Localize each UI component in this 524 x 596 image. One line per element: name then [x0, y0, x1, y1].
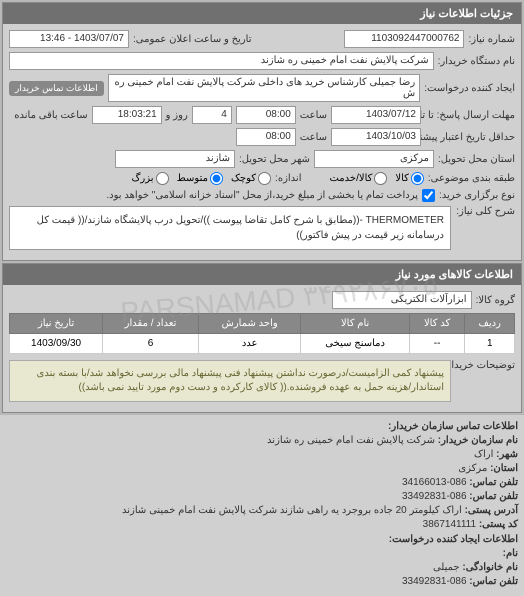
budget-radio-input-1[interactable] [411, 172, 424, 185]
offer-validity-date: 1403/10/03 [331, 128, 421, 146]
size-radio-input-3[interactable] [156, 172, 169, 185]
delivery-city-label: شهر محل تحویل: [239, 154, 310, 165]
description-label: شرح کلی نیاز: [455, 206, 515, 217]
contact-postal-label: کد پستی: [479, 519, 518, 530]
goods-group-field: ابزارآلات الکتریکی [332, 291, 472, 309]
contact-fax: 086-33492831 [402, 491, 467, 502]
table-header-row: ردیف کد کالا نام کالا واحد شمارش تعداد /… [10, 314, 515, 334]
contact-postal: 3867141111 [423, 519, 476, 530]
response-deadline-time: 08:00 [236, 106, 296, 124]
contact-province-label: استان: [490, 463, 518, 474]
buyer-org-field: شرکت پالایش نفت امام خمینی ره شازند [9, 52, 434, 70]
description-box: THERMOMETER -((مطابق با شرح کامل تقاضا پ… [9, 206, 451, 250]
contact-section2-title: اطلاعات ایجاد کننده درخواست: [6, 534, 518, 545]
size-label: اندازه: [275, 173, 301, 184]
contact-phone2: 086-33492831 [402, 576, 467, 587]
delivery-state-field: مرکزی [314, 150, 434, 168]
remaining-time: 18:03:21 [92, 106, 162, 124]
days-label: روز و [166, 110, 188, 121]
size-radio-1[interactable]: کوچک [231, 172, 271, 185]
org-name: شرکت پالایش نفت امام خمینی ره شازند [267, 435, 435, 446]
contact-section: اطلاعات تماس سازمان خریدار: نام سازمان خ… [0, 415, 524, 596]
cell-unit: عدد [198, 334, 301, 354]
request-creator-label: ایجاد کننده درخواست: [424, 83, 515, 94]
col-index: ردیف [465, 314, 515, 334]
request-number-field: 1103092447000762 [344, 30, 464, 48]
cell-name: دماسنج سیخی [301, 334, 409, 354]
contact-phone2-label: تلفن تماس: [469, 576, 518, 587]
size-radio-input-2[interactable] [210, 172, 223, 185]
payment-note-label: نوع برگزاری خرید: [439, 190, 515, 201]
budget-radio-label-2: کالا/خدمت [329, 173, 372, 184]
contact-fax-label: تلفن تماس: [469, 491, 518, 502]
note-box: پیشنهاد کمی الزامیست/درصورت نداشتن پیشنه… [9, 360, 451, 402]
contact-phone: 086-34166013 [402, 477, 467, 488]
request-number-label: شماره نیاز: [468, 34, 515, 45]
offer-validity-time: 08:00 [236, 128, 296, 146]
goods-group-label: گروه کالا: [476, 295, 515, 306]
size-radio-input-1[interactable] [258, 172, 271, 185]
contact-city-label: شهر: [496, 449, 518, 460]
cell-index: 1 [465, 334, 515, 354]
delivery-city-field: شازند [115, 150, 235, 168]
goods-panel: اطلاعات کالاهای مورد نیاز گروه کالا: ابز… [2, 263, 522, 413]
budget-radio-2[interactable]: کالا/خدمت [329, 172, 387, 185]
note-label: توضیحات خریدار: [455, 360, 515, 371]
buyer-org-label: نام دستگاه خریدار: [438, 56, 515, 67]
cell-code: -- [409, 334, 465, 354]
public-date-field: 1403/07/07 - 13:46 [9, 30, 129, 48]
contact-name-label: نام: [503, 548, 518, 559]
offer-validity-label: حداقل تاریخ اعتبار پیشنهاد: تا تاریخ: [425, 132, 515, 143]
contact-province: مرکزی [458, 463, 487, 474]
contact-address: اراک کیلومتر 20 جاده بروجرد یه راهی شازن… [122, 505, 462, 516]
contact-phone-label: تلفن تماس: [469, 477, 518, 488]
contact-family: جمیلی [433, 562, 460, 573]
goods-header: اطلاعات کالاهای مورد نیاز [3, 264, 521, 285]
response-time-label: ساعت [300, 110, 327, 121]
contact-city: اراک [474, 449, 493, 460]
org-name-label: نام سازمان خریدار: [438, 435, 518, 446]
col-code: کد کالا [409, 314, 465, 334]
cell-date: 1403/09/30 [10, 334, 103, 354]
public-date-label: تاریخ و ساعت اعلان عمومی: [133, 34, 252, 45]
size-radio-group: کوچک متوسط بزرگ [131, 172, 271, 185]
budget-type-label: طبقه بندی موضوعی: [428, 173, 515, 184]
response-deadline-label: مهلت ارسال پاسخ: تا تاریخ: [425, 110, 515, 121]
table-row: 1 -- دماسنج سیخی عدد 6 1403/09/30 [10, 334, 515, 354]
details-panel: جزئیات اطلاعات نیاز شماره نیاز: 11030924… [2, 2, 522, 261]
panel-header: جزئیات اطلاعات نیاز [3, 3, 521, 24]
col-unit: واحد شمارش [198, 314, 301, 334]
delivery-state-label: استان محل تحویل: [438, 154, 515, 165]
budget-radio-input-2[interactable] [374, 172, 387, 185]
size-radio-2[interactable]: متوسط [177, 172, 223, 185]
payment-note: پرداخت تمام یا بخشی از مبلغ خرید،از محل … [106, 190, 418, 201]
remaining-label: ساعت باقی مانده [14, 110, 87, 121]
budget-radio-group: کالا کالا/خدمت [329, 172, 423, 185]
size-radio-label-3: بزرگ [131, 173, 153, 184]
size-radio-label-2: متوسط [177, 173, 208, 184]
col-qty: تعداد / مقدار [103, 314, 199, 334]
size-radio-label-1: کوچک [231, 173, 256, 184]
contact-section1-title: اطلاعات تماس سازمان خریدار: [6, 421, 518, 432]
request-creator-field: رضا جمیلی کارشناس خرید های داخلی شرکت پا… [108, 74, 421, 102]
col-name: نام کالا [301, 314, 409, 334]
response-deadline-date: 1403/07/12 [331, 106, 421, 124]
buyer-contact-badge[interactable]: اطلاعات تماس خریدار [9, 81, 104, 96]
days-value: 4 [192, 106, 232, 124]
budget-radio-label-1: کالا [395, 173, 409, 184]
contact-address-label: آدرس پستی: [465, 505, 518, 516]
col-date: تاریخ نیاز [10, 314, 103, 334]
cell-qty: 6 [103, 334, 199, 354]
budget-radio-1[interactable]: کالا [395, 172, 424, 185]
size-radio-3[interactable]: بزرگ [131, 172, 168, 185]
contact-family-label: نام خانوادگی: [462, 562, 518, 573]
goods-table: ردیف کد کالا نام کالا واحد شمارش تعداد /… [9, 313, 515, 354]
payment-checkbox[interactable] [422, 189, 435, 202]
offer-time-label: ساعت [300, 132, 327, 143]
